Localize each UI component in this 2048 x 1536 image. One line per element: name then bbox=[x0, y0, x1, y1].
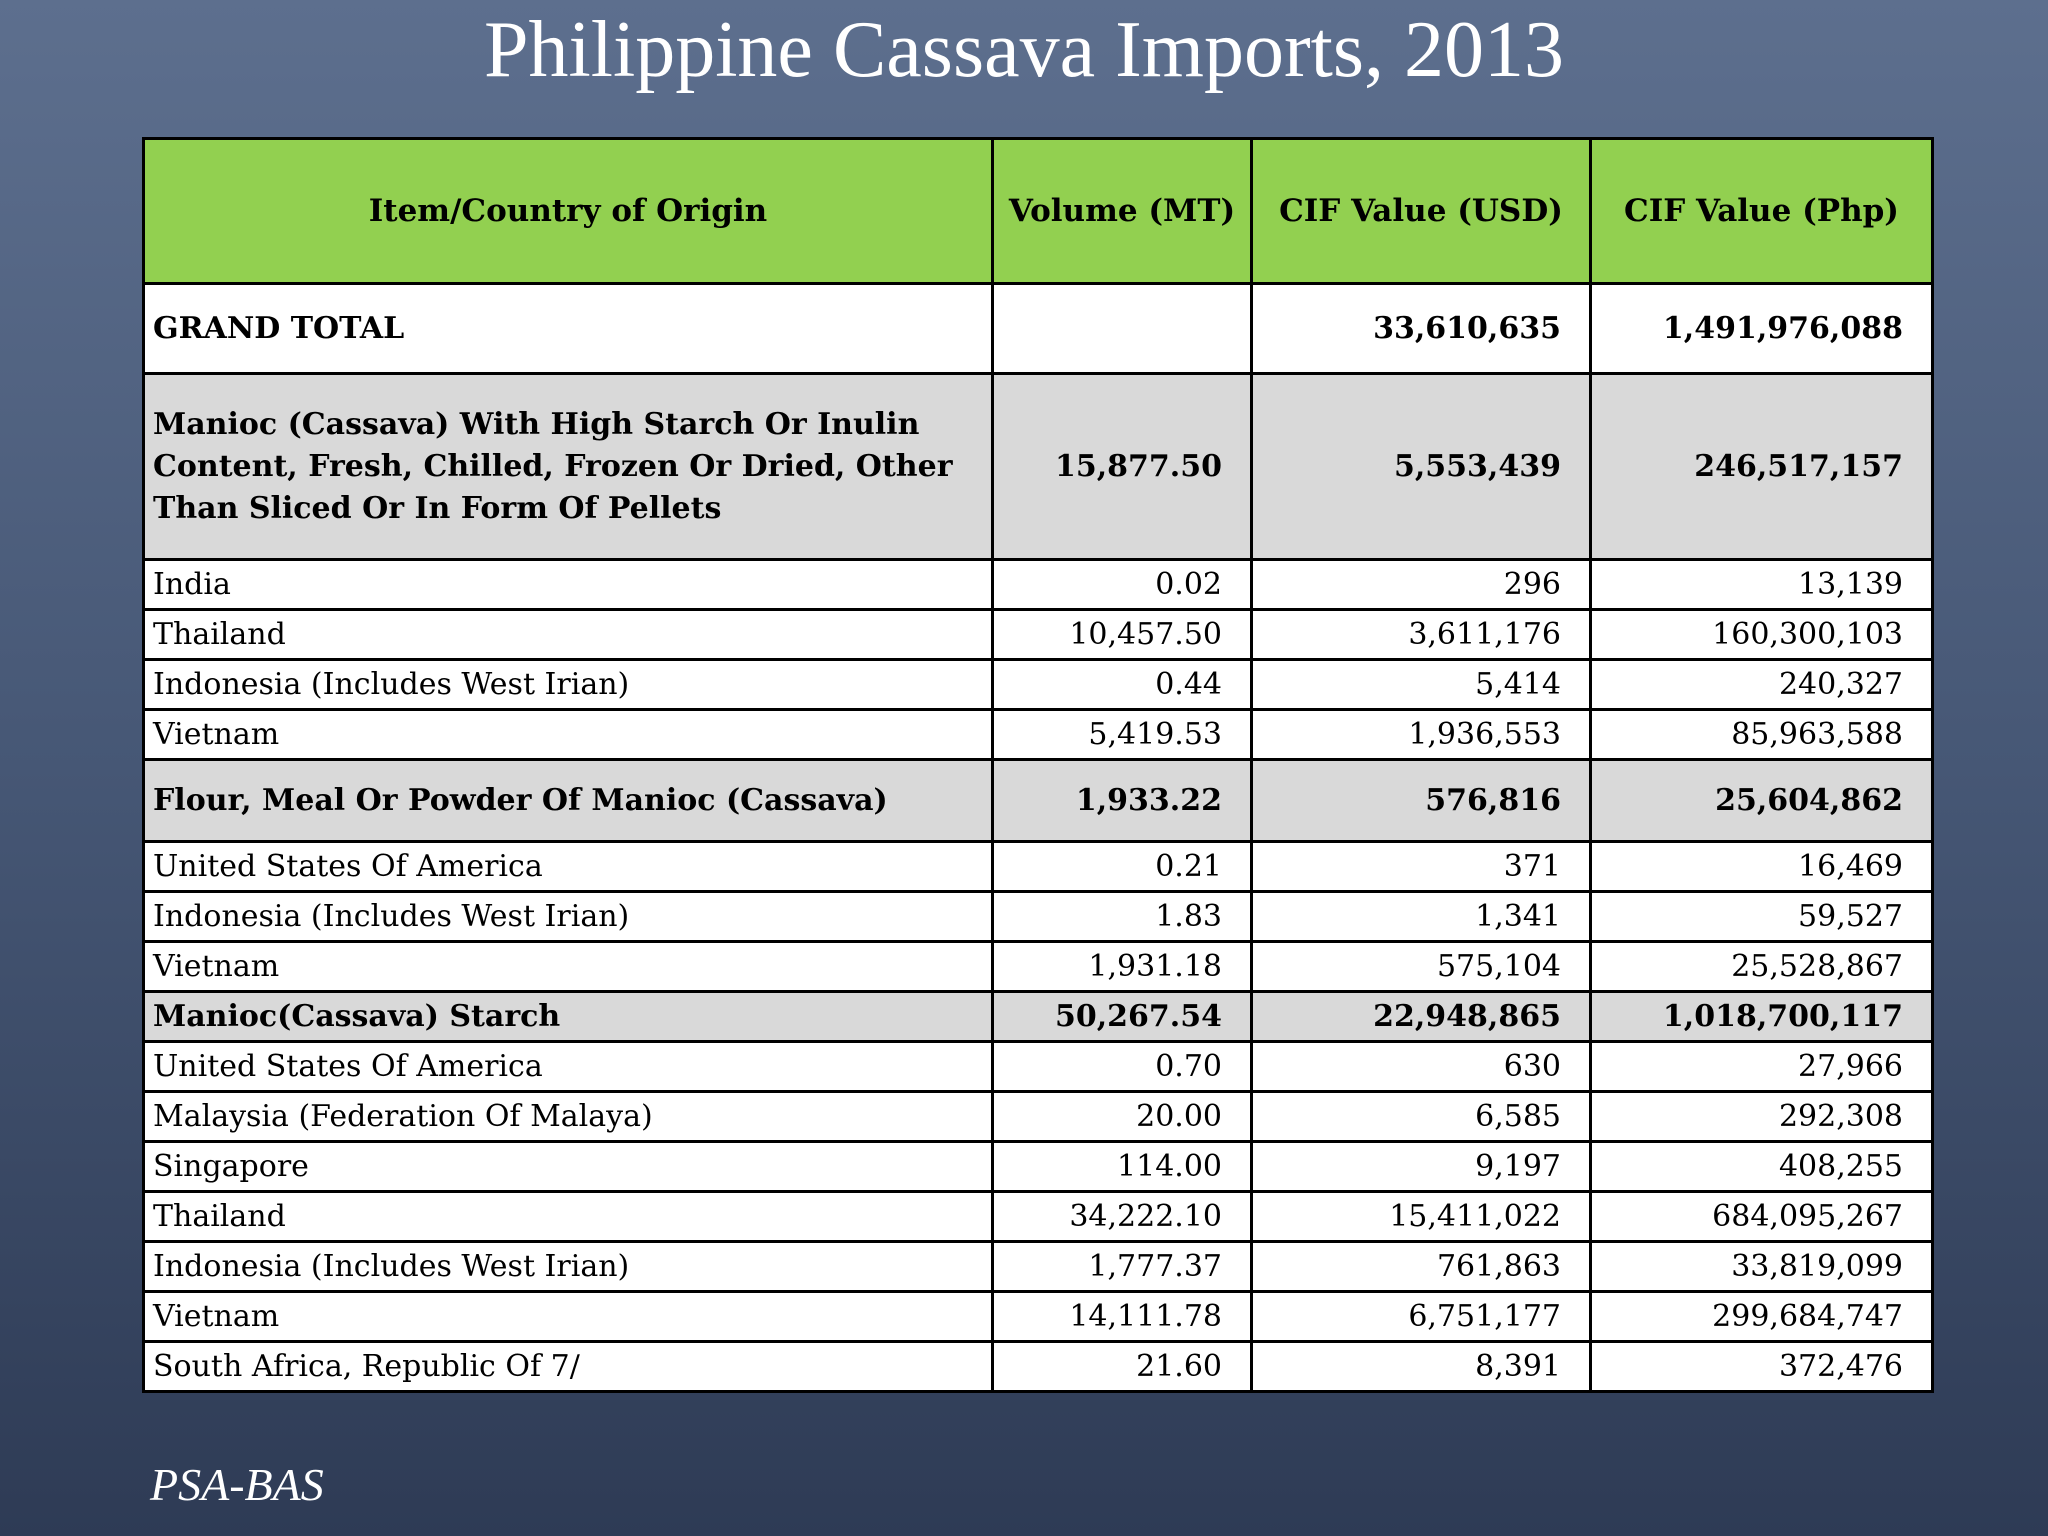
cell-value: 576,816 bbox=[1250, 758, 1592, 843]
cell-value: 8,391 bbox=[1250, 1340, 1592, 1393]
imports-table: Item/Country of Origin Volume (MT) CIF Val… bbox=[142, 137, 1934, 1393]
column-header: Item/Country of Origin bbox=[142, 137, 994, 285]
row-label: Flour, Meal Or Powder Of Manioc (Cassava… bbox=[142, 758, 994, 843]
row-label: GRAND TOTAL bbox=[142, 282, 994, 375]
column-header: CIF Value (USD) bbox=[1250, 137, 1592, 285]
country-row: United States Of America 0.21 371 16,469 bbox=[142, 840, 1934, 893]
cell-value: 59,527 bbox=[1589, 890, 1934, 943]
cell-value: 0.21 bbox=[991, 840, 1253, 893]
row-label: Manioc (Cassava) With High Starch Or Inu… bbox=[142, 372, 994, 561]
column-header: Volume (MT) bbox=[991, 137, 1253, 285]
cell-value bbox=[991, 282, 1253, 375]
country-row: United States Of America 0.70 630 27,966 bbox=[142, 1040, 1934, 1093]
cell-value: 5,419.53 bbox=[991, 708, 1253, 761]
country-row: Thailand 10,457.50 3,611,176 160,300,103 bbox=[142, 608, 1934, 661]
header-row: Item/Country of Origin Volume (MT) CIF Val… bbox=[142, 137, 1934, 285]
cell-value: 25,604,862 bbox=[1589, 758, 1934, 843]
country-row: Singapore 114.00 9,197 408,255 bbox=[142, 1140, 1934, 1193]
cell-value: 160,300,103 bbox=[1589, 608, 1934, 661]
country-row: Vietnam 1,931.18 575,104 25,528,867 bbox=[142, 940, 1934, 993]
cell-value: 1,018,700,117 bbox=[1589, 990, 1934, 1043]
cell-value: 6,751,177 bbox=[1250, 1290, 1592, 1343]
row-label: Thailand bbox=[142, 608, 994, 661]
row-label: United States Of America bbox=[142, 840, 994, 893]
row-label: Vietnam bbox=[142, 1290, 994, 1343]
cell-value: 9,197 bbox=[1250, 1140, 1592, 1193]
cell-value: 296 bbox=[1250, 558, 1592, 611]
row-label: Singapore bbox=[142, 1140, 994, 1193]
cell-value: 34,222.10 bbox=[991, 1190, 1253, 1243]
cell-value: 1,491,976,088 bbox=[1589, 282, 1934, 375]
country-row: Vietnam 5,419.53 1,936,553 85,963,588 bbox=[142, 708, 1934, 761]
group-row: Flour, Meal Or Powder Of Manioc (Cassava… bbox=[142, 758, 1934, 843]
column-header: CIF Value (Php) bbox=[1589, 137, 1934, 285]
country-row: South Africa, Republic Of 7/21.60 8,391 37… bbox=[142, 1340, 1934, 1393]
country-row: Malaysia (Federation Of Malaya) 20.00 6,58… bbox=[142, 1090, 1934, 1143]
row-label: Indonesia (Includes West Irian) bbox=[142, 890, 994, 943]
row-label: Vietnam bbox=[142, 940, 994, 993]
cell-value: 292,308 bbox=[1589, 1090, 1934, 1143]
cell-value: 14,111.78 bbox=[991, 1290, 1253, 1343]
cell-value: 13,139 bbox=[1589, 558, 1934, 611]
cell-value: 1,931.18 bbox=[991, 940, 1253, 993]
row-label: South Africa, Republic Of 7/ bbox=[142, 1340, 994, 1393]
cell-value: 15,877.50 bbox=[991, 372, 1253, 561]
cell-value: 10,457.50 bbox=[991, 608, 1253, 661]
country-row: India 0.02 296 13,139 bbox=[142, 558, 1934, 611]
cell-value: 33,610,635 bbox=[1250, 282, 1592, 375]
cell-value: 1,777.37 bbox=[991, 1240, 1253, 1293]
cell-value: 372,476 bbox=[1589, 1340, 1934, 1393]
row-label: Indonesia (Includes West Irian) bbox=[142, 658, 994, 711]
cell-value: 5,553,439 bbox=[1250, 372, 1592, 561]
group-row: Manioc (Cassava) With High Starch Or Inu… bbox=[142, 372, 1934, 561]
title: Philippine Cassava Imports, 2013 bbox=[484, 6, 1564, 94]
row-label: India bbox=[142, 558, 994, 611]
country-row: Vietnam 14,111.78 6,751,177 299,684,747 bbox=[142, 1290, 1934, 1343]
cell-value: 27,966 bbox=[1589, 1040, 1934, 1093]
cell-value: 0.02 bbox=[991, 558, 1253, 611]
cell-value: 114.00 bbox=[991, 1140, 1253, 1193]
cell-value: 0.44 bbox=[991, 658, 1253, 711]
cell-value: 1,933.22 bbox=[991, 758, 1253, 843]
group-row: GRAND TOTAL 33,610,635 1,491,976,088 bbox=[142, 282, 1934, 375]
cell-value: 761,863 bbox=[1250, 1240, 1592, 1293]
cell-value: 22,948,865 bbox=[1250, 990, 1592, 1043]
cell-value: 0.70 bbox=[991, 1040, 1253, 1093]
cell-value: 684,095,267 bbox=[1589, 1190, 1934, 1243]
cell-value: 299,684,747 bbox=[1589, 1290, 1934, 1343]
cell-value: 33,819,099 bbox=[1589, 1240, 1934, 1293]
cell-value: 6,585 bbox=[1250, 1090, 1592, 1143]
cell-value: 15,411,022 bbox=[1250, 1190, 1592, 1243]
cell-value: 21.60 bbox=[991, 1340, 1253, 1393]
cell-value: 575,104 bbox=[1250, 940, 1592, 993]
source: PSA-BAS bbox=[150, 1459, 324, 1510]
cell-value: 408,255 bbox=[1589, 1140, 1934, 1193]
cell-value: 20.00 bbox=[991, 1090, 1253, 1143]
cell-value: 3,611,176 bbox=[1250, 608, 1592, 661]
cell-value: 85,963,588 bbox=[1589, 708, 1934, 761]
cell-value: 50,267.54 bbox=[991, 990, 1253, 1043]
cell-value: 1,936,553 bbox=[1250, 708, 1592, 761]
cell-value: 246,517,157 bbox=[1589, 372, 1934, 561]
cell-value: 630 bbox=[1250, 1040, 1592, 1093]
row-label: Manioc(Cassava) Starch bbox=[142, 990, 994, 1043]
cell-value: 371 bbox=[1250, 840, 1592, 893]
row-label: Vietnam bbox=[142, 708, 994, 761]
cell-value: 1,341 bbox=[1250, 890, 1592, 943]
cell-value: 1.83 bbox=[991, 890, 1253, 943]
row-label: Malaysia (Federation Of Malaya) bbox=[142, 1090, 994, 1143]
group-row: Manioc(Cassava) Starch 50,267.54 22,948,86… bbox=[142, 990, 1934, 1043]
cell-value: 16,469 bbox=[1589, 840, 1934, 893]
country-row: Thailand 34,222.10 15,411,022 684,095,267 bbox=[142, 1190, 1934, 1243]
row-label: Indonesia (Includes West Irian) bbox=[142, 1240, 994, 1293]
country-row: Indonesia (Includes West Irian) 1,777.37 7… bbox=[142, 1240, 1934, 1293]
cell-value: 240,327 bbox=[1589, 658, 1934, 711]
cell-value: 5,414 bbox=[1250, 658, 1592, 711]
row-label: United States Of America bbox=[142, 1040, 994, 1093]
country-row: Indonesia (Includes West Irian) 0.44 5,414… bbox=[142, 658, 1934, 711]
country-row: Indonesia (Includes West Irian) 1.83 1,341… bbox=[142, 890, 1934, 943]
row-label: Thailand bbox=[142, 1190, 994, 1243]
cell-value: 25,528,867 bbox=[1589, 940, 1934, 993]
